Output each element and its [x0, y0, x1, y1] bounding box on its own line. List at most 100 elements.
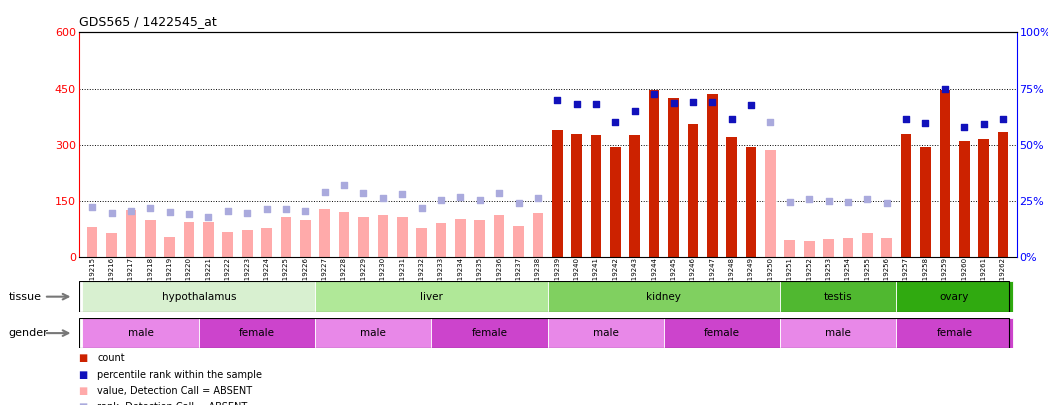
Point	[239, 210, 256, 216]
Text: female: female	[937, 328, 973, 338]
Point	[335, 182, 352, 188]
Point	[762, 119, 779, 126]
Point	[588, 101, 605, 108]
Text: ■: ■	[79, 370, 88, 379]
Point	[472, 197, 488, 203]
Bar	[281, 217, 291, 257]
Bar	[804, 241, 814, 257]
Point	[801, 196, 817, 202]
Point	[258, 206, 275, 213]
Point	[394, 191, 411, 198]
Point	[684, 98, 701, 105]
Bar	[547, 318, 663, 348]
Text: male: male	[361, 328, 386, 338]
Point	[665, 100, 682, 106]
Point	[627, 108, 643, 114]
Text: female: female	[704, 328, 740, 338]
Text: male: male	[593, 328, 618, 338]
Point	[782, 198, 799, 205]
Bar	[126, 210, 136, 257]
Bar	[455, 219, 465, 257]
Bar	[881, 239, 892, 257]
Bar	[780, 318, 896, 348]
Point	[878, 200, 895, 206]
Bar	[746, 147, 757, 257]
Bar	[669, 98, 679, 257]
Text: kidney: kidney	[647, 292, 681, 302]
Text: value, Detection Call = ABSENT: value, Detection Call = ABSENT	[97, 386, 253, 396]
Bar	[242, 230, 253, 257]
Text: rank, Detection Call = ABSENT: rank, Detection Call = ABSENT	[97, 402, 247, 405]
Bar	[165, 237, 175, 257]
Text: testis: testis	[824, 292, 853, 302]
Text: female: female	[239, 328, 275, 338]
Point	[84, 203, 101, 210]
Bar	[339, 212, 349, 257]
Point	[839, 198, 856, 205]
Bar	[863, 233, 873, 257]
Point	[180, 211, 197, 217]
Bar	[901, 134, 912, 257]
Bar	[183, 222, 194, 257]
Text: tissue: tissue	[8, 292, 41, 302]
Bar	[436, 223, 446, 257]
Text: male: male	[826, 328, 851, 338]
Point	[219, 208, 236, 215]
Bar	[377, 215, 388, 257]
Bar	[649, 90, 659, 257]
Bar	[896, 281, 1012, 312]
Text: ovary: ovary	[940, 292, 969, 302]
Bar	[199, 318, 315, 348]
Bar	[978, 139, 989, 257]
Bar	[514, 226, 524, 257]
Point	[859, 196, 876, 202]
Bar	[591, 135, 602, 257]
Bar	[475, 220, 485, 257]
Point	[743, 102, 760, 109]
Point	[898, 115, 915, 122]
Point	[374, 195, 391, 201]
Bar	[630, 135, 640, 257]
Text: hypothalamus: hypothalamus	[161, 292, 236, 302]
Bar	[896, 318, 1012, 348]
Bar	[571, 134, 582, 257]
Point	[995, 116, 1011, 123]
Point	[723, 115, 740, 122]
Point	[529, 195, 546, 201]
Bar	[416, 228, 427, 257]
Point	[316, 188, 333, 195]
Point	[956, 124, 973, 130]
Bar	[106, 233, 117, 257]
Point	[976, 121, 992, 128]
Bar	[939, 90, 951, 257]
Point	[937, 85, 954, 92]
Bar	[315, 281, 547, 312]
Bar	[222, 232, 233, 257]
Point	[355, 190, 372, 197]
Bar	[843, 238, 853, 257]
Point	[568, 101, 585, 108]
Text: GDS565 / 1422545_at: GDS565 / 1422545_at	[79, 15, 216, 28]
Bar	[785, 240, 795, 257]
Point	[821, 198, 837, 204]
Text: female: female	[472, 328, 507, 338]
Bar	[432, 318, 547, 348]
Bar	[83, 318, 199, 348]
Point	[297, 208, 313, 215]
Bar	[87, 227, 97, 257]
Bar	[532, 213, 543, 257]
Point	[200, 213, 217, 220]
Bar	[726, 137, 737, 257]
Bar	[358, 217, 369, 257]
Point	[490, 190, 507, 197]
Bar	[261, 228, 271, 257]
Text: ■: ■	[79, 386, 88, 396]
Bar	[547, 281, 780, 312]
Point	[103, 210, 119, 216]
Bar	[552, 130, 563, 257]
Point	[704, 98, 721, 105]
Point	[646, 91, 662, 98]
Point	[607, 119, 624, 126]
Bar	[824, 239, 834, 257]
Bar	[920, 147, 931, 257]
